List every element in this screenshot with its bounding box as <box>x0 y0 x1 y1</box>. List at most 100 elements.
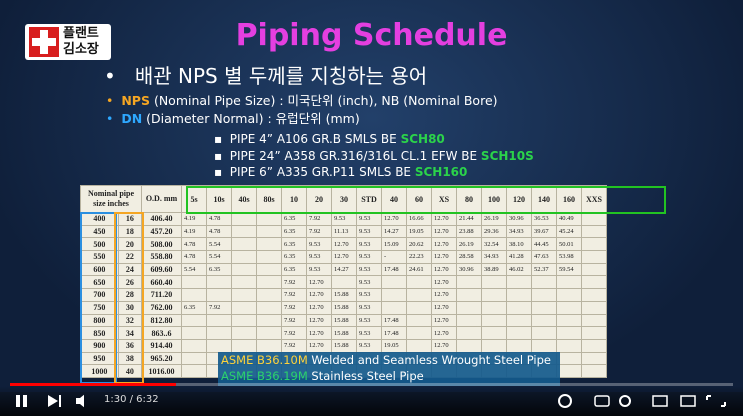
table-cell: 12.70 <box>431 326 457 340</box>
table-cell <box>581 351 607 366</box>
header-cell: O.D. mm <box>141 185 182 213</box>
table-cell: 14.27 <box>331 262 357 277</box>
table-cell: 12.70 <box>306 275 332 290</box>
table-cell: 19.05 <box>406 224 432 239</box>
table-cell <box>581 212 607 226</box>
table-cell <box>481 338 507 353</box>
item-text: (Diameter Normal) : 유럽단위 (mm) <box>146 111 360 126</box>
table-cell <box>456 313 482 328</box>
table-cell: 16.66 <box>406 212 432 226</box>
table-row: 800 32 812.80 7.92 12.70 15.88 9.53 17.48 12.70 <box>80 313 607 328</box>
table-cell <box>581 288 607 302</box>
table-cell <box>581 313 607 328</box>
player-buttons[interactable] <box>555 392 735 410</box>
table-cell: 12.70 <box>431 237 457 252</box>
table-cell: 12.70 <box>431 288 457 302</box>
table-cell: 9.53 <box>356 224 382 239</box>
table-row: 700 28 711.20 7.92 12.70 15.88 9.53 12.70 <box>80 288 607 302</box>
table-cell <box>181 364 207 378</box>
table-row: 500 20 508.00 4.78 5.54 6.35 9.53 12.70 9.53 15.0… <box>80 237 607 252</box>
table-row: 600 24 609.60 5.54 6.35 6.35 9.53 14.27 9.53 17.4… <box>80 262 607 277</box>
spec-sch: SCH80 <box>400 132 445 146</box>
table-cell <box>181 275 207 290</box>
table-cell <box>481 300 507 315</box>
table-cell: 1016.00 <box>141 364 182 378</box>
table-cell: 5.54 <box>181 262 207 277</box>
table-cell: 9.53 <box>331 212 357 226</box>
slide-title: Piping Schedule <box>235 18 508 53</box>
table-cell <box>231 313 257 328</box>
table-cell: 6.35 <box>181 300 207 315</box>
table-cell <box>581 224 607 239</box>
table-cell <box>406 313 432 328</box>
table-cell: 12.70 <box>306 313 332 328</box>
table-cell <box>231 224 257 239</box>
table-cell <box>231 237 257 252</box>
table-cell <box>531 300 557 315</box>
table-cell: 7.92 <box>281 288 307 302</box>
table-cell: 41.28 <box>506 250 532 264</box>
table-cell <box>531 288 557 302</box>
spec-sch: SCH160 <box>414 165 468 179</box>
table-cell <box>231 326 257 340</box>
table-cell <box>206 326 232 340</box>
controls[interactable] <box>14 392 84 410</box>
table-cell: 7.92 <box>281 275 307 290</box>
table-cell <box>581 326 607 340</box>
table-cell <box>206 313 232 328</box>
spec-text: PIPE 24” A358 GR.316/316L CL.1 EFW BE <box>229 148 478 163</box>
table-cell <box>456 326 482 340</box>
table-cell: 457.20 <box>141 224 182 239</box>
table-cell: 6.35 <box>206 262 232 277</box>
term: NPS <box>121 93 150 108</box>
progress-track[interactable] <box>10 383 733 386</box>
table-cell: 9.53 <box>306 262 332 277</box>
table-cell <box>406 338 432 353</box>
table-cell: 15.09 <box>381 237 407 252</box>
table-cell <box>256 237 282 252</box>
header-cell: Nominal pipe size inches <box>80 185 142 213</box>
highlight <box>186 186 666 214</box>
table-cell: 38.10 <box>506 237 532 252</box>
table-row: 450 18 457.20 4.19 4.78 6.35 7.92 11.13 9.53 14.2… <box>80 224 607 239</box>
table-cell: 12.70 <box>331 237 357 252</box>
table-cell <box>556 338 582 353</box>
table-cell <box>231 262 257 277</box>
table-cell: 6.35 <box>281 212 307 226</box>
table-cell: 6.35 <box>281 262 307 277</box>
item-text: (Nominal Pipe Size) : 미국단위 (inch), NB (N… <box>153 93 498 108</box>
table-cell <box>506 326 532 340</box>
table-cell: 9.53 <box>356 250 382 264</box>
table-cell: 863..6 <box>141 326 182 340</box>
table-cell <box>581 237 607 252</box>
header-row: Nominal pipe size inches O.D. mm 5s 10s 40s 8… <box>80 185 607 213</box>
table-cell <box>181 326 207 340</box>
table-cell <box>556 275 582 290</box>
table-cell <box>256 212 282 226</box>
table-cell: 45.24 <box>556 224 582 239</box>
table-cell: 4.19 <box>181 224 207 239</box>
table-cell: 12.70 <box>306 338 332 353</box>
header-cell: 40s <box>231 185 257 213</box>
table-row: 650 26 660.40 7.92 12.70 9.53 12.70 <box>80 275 607 290</box>
table-cell: 711.20 <box>141 288 182 302</box>
table-cell: 11.13 <box>331 224 357 239</box>
table-cell <box>506 300 532 315</box>
table-cell: 38.89 <box>481 262 507 277</box>
table-cell: 7.92 <box>281 338 307 353</box>
table-cell: 12.70 <box>431 313 457 328</box>
table-cell: 15.88 <box>331 338 357 353</box>
caption: ASME B36.10M Welded and Seamless Wrought… <box>218 352 560 386</box>
table-cell <box>506 288 532 302</box>
table-cell: 558.80 <box>141 250 182 264</box>
table-cell: 406.40 <box>141 212 182 226</box>
table-cell <box>581 262 607 277</box>
table-cell: 40 <box>117 364 143 378</box>
table-cell <box>531 313 557 328</box>
table-cell <box>256 300 282 315</box>
bullet-text: 배관 NPS 별 두께를 지칭하는 용어 <box>134 64 428 88</box>
table-cell <box>256 326 282 340</box>
table-cell: 26.19 <box>456 237 482 252</box>
table-cell <box>256 288 282 302</box>
